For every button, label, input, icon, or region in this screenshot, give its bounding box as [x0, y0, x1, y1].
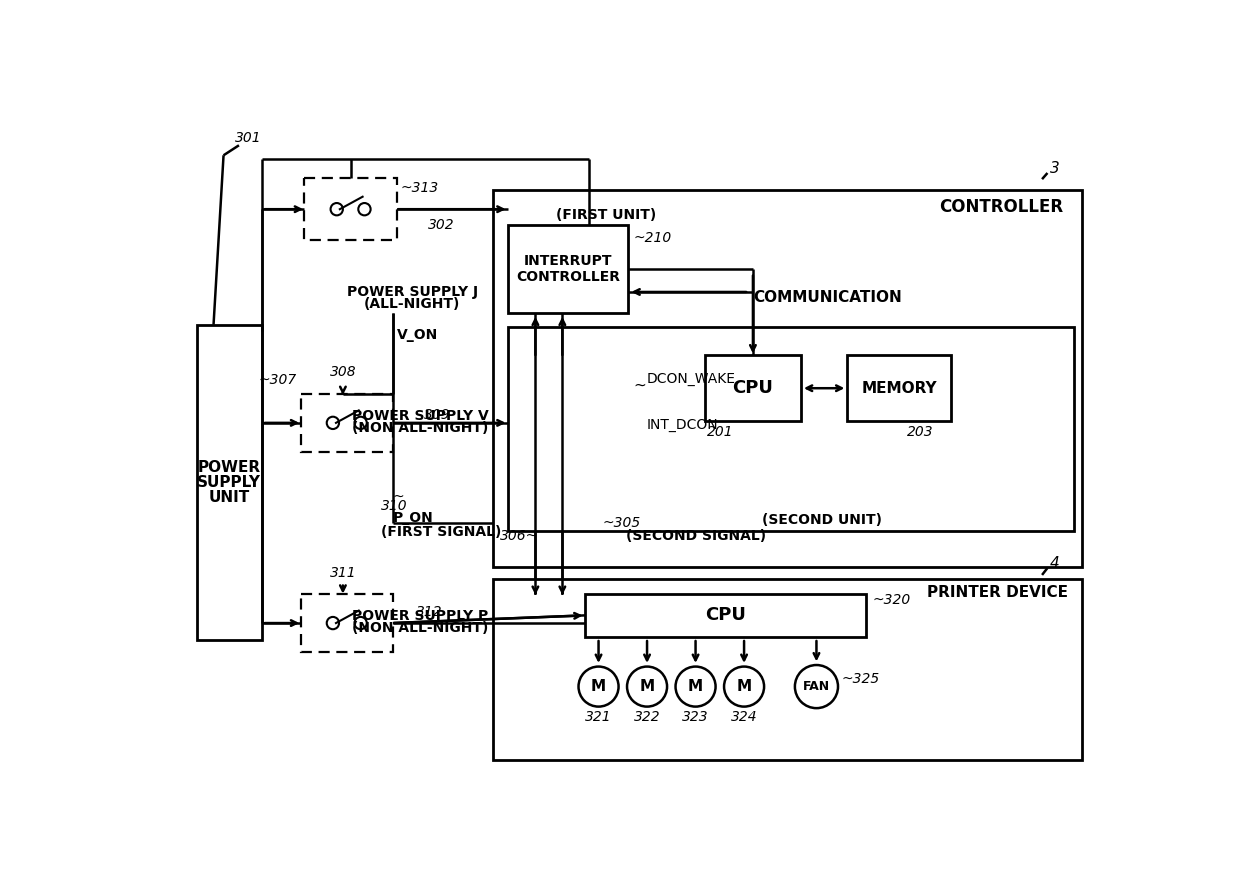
Text: DCON_WAKE: DCON_WAKE [647, 372, 737, 386]
Text: (SECOND UNIT): (SECOND UNIT) [763, 513, 882, 527]
Bar [494, 190, 1083, 567]
Text: MEMORY: MEMORY [862, 381, 937, 396]
Text: ~307: ~307 [258, 373, 296, 387]
Bar [847, 355, 951, 421]
Text: 322: 322 [634, 710, 661, 724]
Text: ~: ~ [393, 489, 404, 503]
Bar [494, 579, 1083, 759]
Text: M: M [640, 679, 655, 694]
Text: 324: 324 [730, 710, 758, 724]
Text: (FIRST UNIT): (FIRST UNIT) [557, 209, 657, 223]
Bar [304, 178, 397, 240]
Text: ~: ~ [634, 377, 646, 392]
Text: 309: 309 [424, 408, 450, 422]
Text: CONTROLLER: CONTROLLER [516, 269, 620, 283]
Text: 306~: 306~ [500, 530, 538, 544]
Text: (NON ALL-NIGHT): (NON ALL-NIGHT) [352, 621, 489, 635]
Text: 201: 201 [707, 425, 734, 439]
Text: INTERRUPT: INTERRUPT [523, 254, 613, 268]
Text: 311: 311 [330, 566, 356, 580]
Text: P_ON: P_ON [393, 511, 434, 525]
Text: (ALL-NIGHT): (ALL-NIGHT) [365, 297, 460, 311]
Text: ~313: ~313 [401, 181, 439, 195]
Text: (NON ALL-NIGHT): (NON ALL-NIGHT) [352, 421, 489, 435]
Text: M: M [737, 679, 751, 694]
Text: 321: 321 [585, 710, 611, 724]
Text: ~325: ~325 [842, 672, 880, 686]
Bar [508, 225, 627, 313]
Bar [300, 595, 393, 652]
Text: 302: 302 [428, 217, 454, 232]
Text: UNIT: UNIT [208, 490, 250, 505]
Text: 312: 312 [417, 605, 443, 619]
Text: 301: 301 [236, 131, 262, 145]
Text: (FIRST SIGNAL): (FIRST SIGNAL) [382, 524, 502, 538]
Bar [197, 324, 262, 640]
Text: POWER: POWER [197, 460, 260, 474]
Text: M: M [688, 679, 703, 694]
Text: POWER SUPPLY V: POWER SUPPLY V [351, 409, 489, 423]
Bar [300, 394, 393, 452]
Text: 203: 203 [908, 425, 934, 439]
Bar [585, 595, 867, 637]
Text: V_ON: V_ON [397, 328, 438, 342]
Text: CPU: CPU [733, 379, 774, 397]
Text: ~305: ~305 [603, 517, 641, 531]
Text: INT_DCON: INT_DCON [647, 417, 719, 431]
Text: FAN: FAN [802, 680, 830, 693]
Text: 308: 308 [330, 366, 356, 380]
Text: M: M [591, 679, 606, 694]
Text: 4: 4 [1050, 556, 1059, 571]
Text: 323: 323 [682, 710, 709, 724]
Text: SUPPLY: SUPPLY [197, 475, 262, 490]
Bar [704, 355, 801, 421]
Text: PRINTER DEVICE: PRINTER DEVICE [926, 585, 1068, 600]
Text: ~320: ~320 [873, 594, 911, 608]
Text: CPU: CPU [706, 606, 746, 624]
Text: (SECOND SIGNAL): (SECOND SIGNAL) [626, 530, 766, 544]
Text: POWER SUPPLY J: POWER SUPPLY J [347, 284, 477, 298]
Bar [508, 327, 1074, 531]
Text: COMMUNICATION: COMMUNICATION [754, 290, 903, 305]
Text: 310: 310 [382, 499, 408, 513]
Text: ~210: ~210 [634, 232, 672, 246]
Text: 3: 3 [1050, 160, 1059, 176]
Text: POWER SUPPLY P: POWER SUPPLY P [352, 609, 489, 623]
Text: CONTROLLER: CONTROLLER [939, 198, 1064, 216]
